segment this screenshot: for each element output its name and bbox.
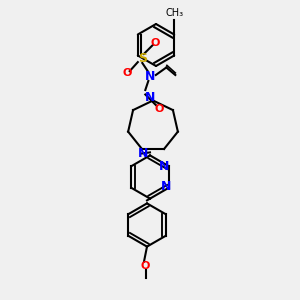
Text: O: O <box>141 261 150 271</box>
Text: O: O <box>154 104 164 114</box>
Text: N: N <box>145 70 155 83</box>
Text: O: O <box>150 38 160 49</box>
Text: O: O <box>123 68 132 79</box>
Text: N: N <box>159 160 169 173</box>
Text: CH₃: CH₃ <box>165 8 183 18</box>
Text: N: N <box>145 91 155 104</box>
Text: N: N <box>138 147 148 160</box>
Text: S: S <box>138 52 147 65</box>
Text: N: N <box>160 180 171 193</box>
